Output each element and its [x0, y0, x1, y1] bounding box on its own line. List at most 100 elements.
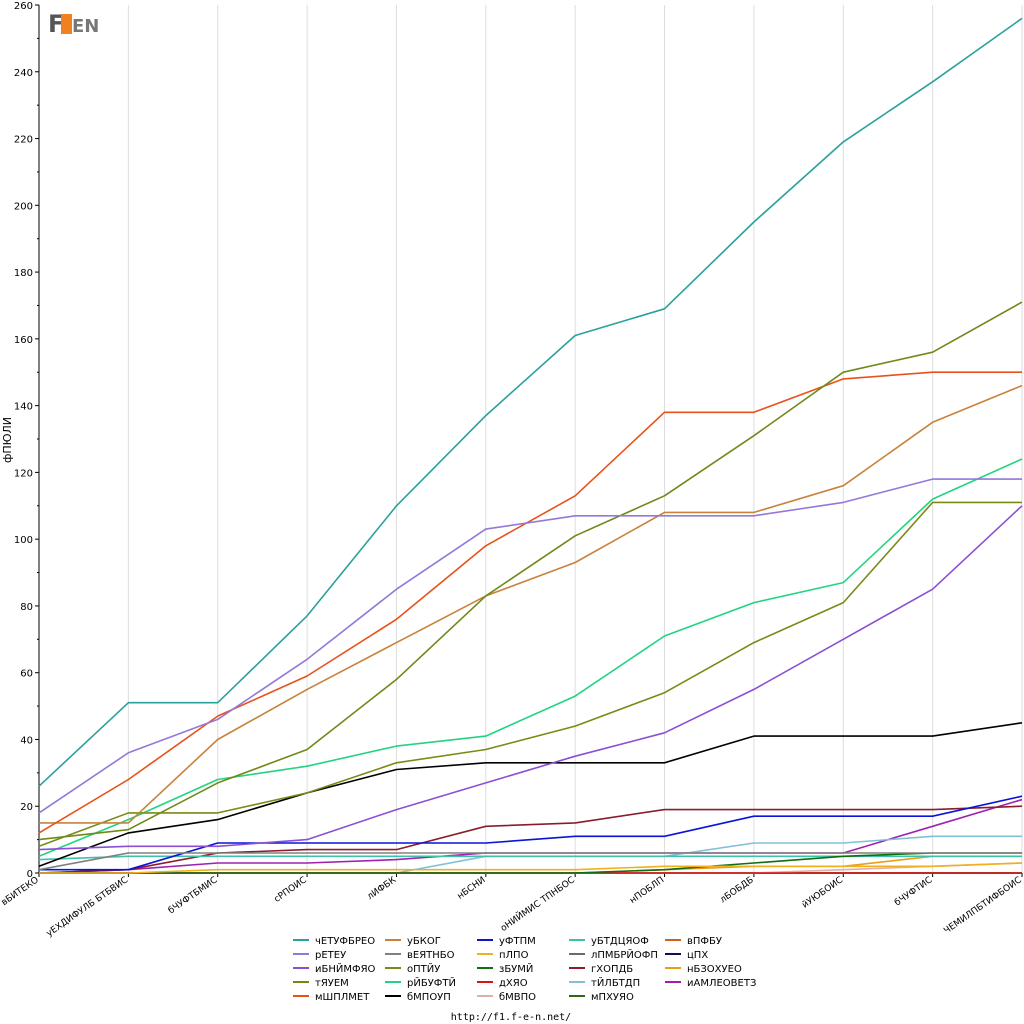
- legend-item: уБКОГ: [385, 936, 441, 947]
- legend-item: лПМБРЙОФП: [569, 948, 658, 961]
- x-category-label: бЧУФТИС: [893, 875, 934, 908]
- y-axis-title: фПЮЛИ: [1, 417, 14, 463]
- legend-item: вЕЯТНБО: [385, 950, 455, 961]
- legend-label: оПТЙУ: [407, 962, 440, 975]
- legend-item: рЙБУФТЙ: [385, 976, 456, 989]
- legend-label: тЯУЕМ: [315, 978, 349, 989]
- y-tick-label: 240: [14, 68, 33, 79]
- y-tick-label: 180: [14, 268, 33, 279]
- legend-item: бМПОУП: [385, 992, 451, 1003]
- y-tick-label: 260: [14, 1, 33, 12]
- legend-label: вПФБУ: [687, 936, 722, 947]
- legend-item: рЕТЕУ: [293, 950, 346, 961]
- legend-item: пЛПО: [477, 950, 529, 961]
- x-category-label: нБСНИ: [456, 875, 488, 901]
- category-labels: вБИТЕКО уЕХДИФУЛБ БТБВИС бЧУФТБМИС сРПОИС лИ…: [0, 874, 1024, 939]
- y-tick-label: 100: [14, 535, 33, 546]
- legend-label: рЙБУФТЙ: [407, 976, 456, 989]
- y-tick-label: 80: [20, 602, 33, 613]
- legend-item: иАМЛЕОВЕТЗ: [665, 978, 756, 989]
- x-category-label: йУЮБОИС: [800, 875, 845, 910]
- legend-item: гХОПДБ: [569, 964, 633, 975]
- legend-label: вЕЯТНБО: [407, 950, 455, 961]
- legend-item: дХЯО: [477, 978, 528, 989]
- legend-label: нБЗОХУЕО: [687, 964, 742, 975]
- y-tick-label: 0: [27, 869, 33, 880]
- legend-item: тЯУЕМ: [293, 978, 349, 989]
- legend-label: дХЯО: [499, 978, 528, 989]
- legend-label: цПХ: [687, 950, 708, 961]
- f1en-logo: F EN: [47, 7, 99, 38]
- series-line: [38, 501, 1022, 848]
- series-line: [38, 722, 1023, 868]
- legend-item: оПТЙУ: [385, 962, 440, 975]
- legend-label: лПМБРЙОФП: [591, 948, 658, 961]
- x-category-label: вБИТЕКО: [0, 875, 41, 908]
- legend-item: чЕТУФБРЕО: [293, 936, 375, 947]
- legend-label: чЕТУФБРЕО: [315, 936, 375, 947]
- legend-label: уБКОГ: [407, 936, 441, 947]
- legend-item: уФТПМ: [477, 936, 536, 947]
- legend-item: зБУМЙ: [477, 962, 533, 975]
- legend-label: бМВПО: [499, 992, 536, 1003]
- legend-item: бМВПО: [477, 992, 536, 1003]
- series-line: [38, 17, 1023, 787]
- series-line: [39, 795, 1023, 871]
- x-category-label: уЕХДИФУЛБ БТБВИС: [45, 875, 130, 939]
- x-category-label: лБОБДБ: [718, 875, 755, 905]
- x-category-label: ЧЕМИЛПБТИФБОИС: [942, 875, 1023, 936]
- legend-item: мШПЛМЕТ: [293, 992, 370, 1003]
- series-line: [38, 798, 1023, 874]
- y-tick-label: 120: [14, 468, 33, 479]
- legend-label: иАМЛЕОВЕТЗ: [687, 978, 756, 989]
- series-line: [39, 862, 1023, 874]
- legend-label: иБНЙМФЯО: [315, 962, 376, 975]
- series-line: [38, 852, 1022, 871]
- legend-item: цПХ: [665, 950, 708, 961]
- legend-label: уБТДЦЯОФ: [591, 936, 649, 947]
- legend-item: уБТДЦЯОФ: [569, 936, 649, 947]
- legend-label: рЕТЕУ: [315, 950, 346, 961]
- y-tick-label: 200: [14, 201, 33, 212]
- legend-item: мПХУЯО: [569, 992, 634, 1003]
- y-tick-label: 160: [14, 335, 33, 346]
- legend-item: нБЗОХУЕО: [665, 964, 742, 975]
- series-line: [38, 458, 1023, 858]
- series-line: [39, 852, 1022, 874]
- legend-item: иБНЙМФЯО: [293, 962, 376, 975]
- x-category-label: оНИЙМИС ТПНБОС: [498, 874, 577, 934]
- series-lines: [38, 17, 1023, 874]
- legend-label: бМПОУП: [407, 992, 451, 1003]
- series-line: [38, 301, 1023, 841]
- logo-f-letter: F: [48, 10, 64, 38]
- legend-item: вПФБУ: [665, 936, 722, 947]
- x-category-label: нПОБЛП: [628, 875, 666, 906]
- legend-label: тЙЛБТДП: [591, 976, 640, 989]
- y-tick-label: 140: [14, 402, 33, 413]
- legend-label: уФТПМ: [499, 936, 536, 947]
- logo-en-letters: EN: [72, 16, 99, 37]
- grid: [127, 5, 1023, 873]
- x-category-label: сРПОИС: [273, 875, 309, 905]
- axes: 0 20 40 60 80 100 120 140 160 180 200 220 240 260: [14, 1, 1023, 880]
- y-tick-label: 20: [20, 802, 33, 813]
- legend-label: мПХУЯО: [591, 992, 634, 1003]
- series-line: [38, 478, 1022, 814]
- series-line: [38, 505, 1023, 851]
- y-tick-label: 40: [20, 735, 33, 746]
- legend-label: гХОПДБ: [591, 964, 633, 975]
- legend-label: мШПЛМЕТ: [315, 992, 370, 1003]
- series-line: [38, 371, 1022, 834]
- x-category-label: лИФБК: [366, 875, 399, 902]
- logo-one-mark: [61, 14, 72, 34]
- legend-label: пЛПО: [499, 950, 529, 961]
- footer-url[interactable]: http://f1.f-e-n.net/: [451, 1012, 571, 1023]
- legend-item: тЙЛБТДП: [569, 976, 640, 989]
- y-tick-label: 220: [14, 135, 33, 146]
- legend-label: зБУМЙ: [499, 962, 533, 975]
- y-tick-label: 60: [20, 669, 33, 680]
- series-line: [39, 384, 1023, 824]
- x-category-label: бЧУФТБМИС: [167, 875, 220, 916]
